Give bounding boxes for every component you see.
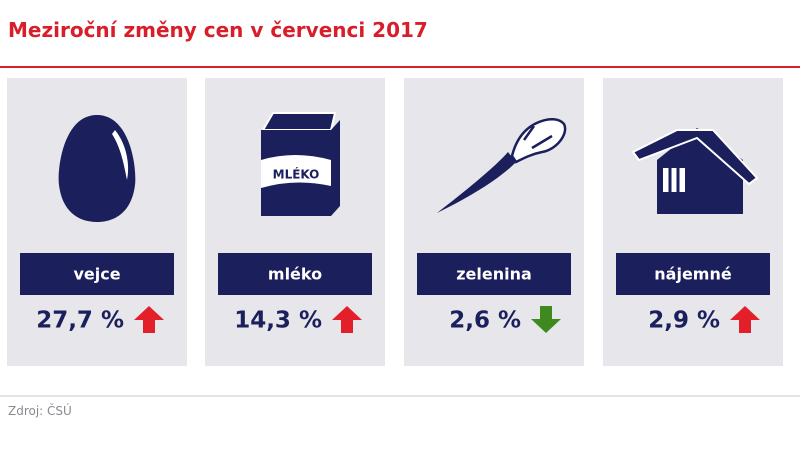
card-value: 27,7 % xyxy=(36,308,124,334)
card: nájemné 2,9 % xyxy=(603,78,783,366)
milk-label-bg xyxy=(261,155,331,188)
egg-shine xyxy=(112,130,129,180)
trend-arrow xyxy=(332,306,362,333)
milk-side xyxy=(331,120,340,216)
trend-arrow xyxy=(134,306,164,333)
card-label: nájemné xyxy=(654,265,732,284)
card-value: 2,6 % xyxy=(449,308,521,334)
egg-icon xyxy=(58,115,136,222)
trend-arrow xyxy=(730,306,760,333)
card-value: 2,9 % xyxy=(648,308,720,334)
card: zelenina 2,6 % xyxy=(404,78,584,366)
milk-top xyxy=(261,112,337,131)
card: MLÉKO mléko 14,3 % xyxy=(205,78,385,366)
card-label: vejce xyxy=(73,265,120,284)
house-roof xyxy=(631,129,759,186)
label-bar xyxy=(20,253,174,295)
house-window-bars xyxy=(668,168,680,192)
trend-arrow xyxy=(531,306,561,333)
card-value: 14,3 % xyxy=(234,308,322,334)
milk-label: MLÉKO xyxy=(273,167,320,182)
label-bar xyxy=(417,253,571,295)
source: Zdroj: ČSÚ xyxy=(8,403,72,418)
house-window xyxy=(663,168,685,192)
carrot-root xyxy=(437,152,516,213)
label-bar xyxy=(616,253,770,295)
card-label: zelenina xyxy=(456,265,532,284)
card-label: mléko xyxy=(268,265,322,284)
title: Meziroční změny cen v červenci 2017 xyxy=(8,18,428,42)
label-bar xyxy=(218,253,372,295)
card: vejce 27,7 % xyxy=(7,78,187,366)
carrot-leaves xyxy=(510,118,567,164)
